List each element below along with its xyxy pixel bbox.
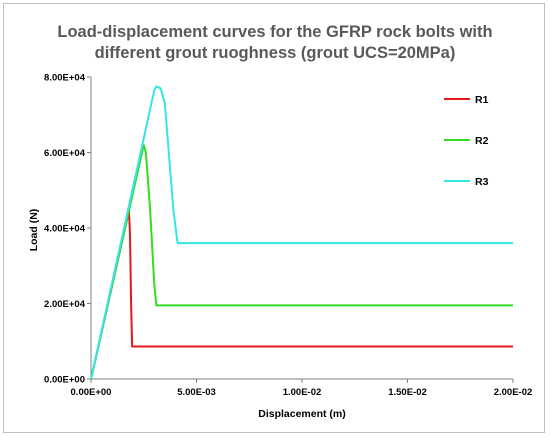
chart-title-line-2: different grout ruoghness (grout UCS=20M… <box>95 44 456 62</box>
plot-area: 0.00E+00 2.00E+04 4.00E+04 6.00E+04 8.00E+04… <box>44 73 532 399</box>
chart-svg: Load-displacement curves for the GFRP ro… <box>28 23 532 420</box>
x-tick-label: 2.00E-02 <box>494 387 533 398</box>
x-tick-label: 5.00E-03 <box>177 387 216 398</box>
legend-label-r2: R2 <box>475 135 489 147</box>
y-tick-label: 2.00E+04 <box>44 299 86 310</box>
legend-label-r3: R3 <box>475 176 489 188</box>
x-tick-label: 1.00E-02 <box>283 387 322 398</box>
x-axis-title: Displacement (m) <box>258 408 346 420</box>
series-line-r3 <box>90 85 513 380</box>
chart-title-line-1: Load-displacement curves for the GFRP ro… <box>57 23 492 41</box>
legend-label-r1: R1 <box>475 94 489 106</box>
x-tick-label: 1.50E-02 <box>388 387 427 398</box>
y-tick-label: 0.00E+00 <box>44 375 85 386</box>
x-tick-label: 0.00E+00 <box>71 387 112 398</box>
y-tick-label: 6.00E+04 <box>44 148 86 159</box>
y-tick-label: 8.00E+04 <box>44 73 86 84</box>
series-line-r2 <box>90 143 513 380</box>
series-line-r1 <box>90 210 513 380</box>
chart-frame: Load-displacement curves for the GFRP ro… <box>3 3 545 433</box>
y-tick-label: 4.00E+04 <box>44 224 86 235</box>
y-axis-title: Load (N) <box>28 209 40 252</box>
